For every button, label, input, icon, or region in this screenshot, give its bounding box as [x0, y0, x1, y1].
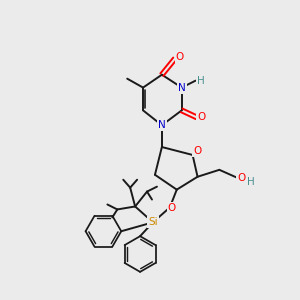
Text: O: O [237, 173, 245, 183]
Text: N: N [158, 120, 166, 130]
Text: Si: Si [148, 217, 158, 227]
Text: H: H [247, 177, 255, 187]
Text: N: N [178, 82, 186, 93]
Text: O: O [176, 52, 184, 62]
Text: O: O [168, 203, 176, 214]
Text: H: H [197, 76, 204, 85]
Text: O: O [197, 112, 206, 122]
Text: O: O [194, 146, 202, 156]
